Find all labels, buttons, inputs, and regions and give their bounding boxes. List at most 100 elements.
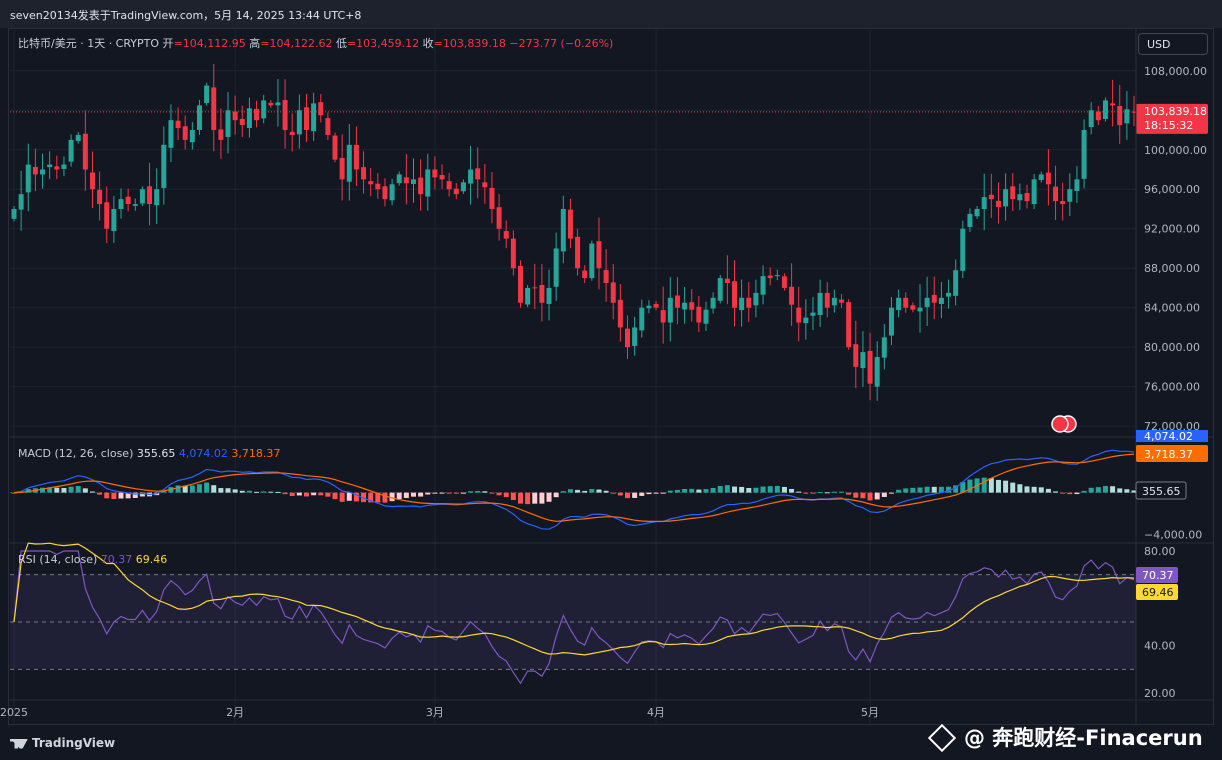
candle-body xyxy=(525,287,531,305)
candle-body xyxy=(781,276,787,288)
candle-body xyxy=(539,284,545,303)
macd-axis-label: −4,000.00 xyxy=(1144,529,1202,542)
macd-histogram-bar xyxy=(1017,484,1023,493)
symbol-name: 比特币/美元 · 1天 · CRYPTO xyxy=(18,37,160,50)
macd-histogram-bar xyxy=(710,487,716,493)
candle-body xyxy=(132,204,138,206)
macd-histogram-bar xyxy=(539,492,545,504)
macd-label: MACD (12, 26, close) xyxy=(18,447,134,460)
candle-body xyxy=(261,100,267,119)
candle-body xyxy=(1102,100,1108,119)
rsi-label: RSI (14, close) xyxy=(18,553,98,566)
candle-body xyxy=(660,310,666,323)
candle-body xyxy=(289,131,295,135)
macd-histogram-bar xyxy=(189,485,195,493)
macd-histogram-bar xyxy=(1131,490,1137,493)
macd-histogram-bar xyxy=(717,485,723,493)
chart-panel[interactable] xyxy=(8,28,1214,725)
macd-histogram-bar xyxy=(781,486,787,493)
macd-histogram-bar xyxy=(831,491,837,493)
macd-histogram-bar xyxy=(1110,486,1116,493)
candle-body xyxy=(532,287,538,289)
macd-histogram-bar xyxy=(967,479,973,493)
candle-body xyxy=(796,307,802,323)
candle-body xyxy=(1017,194,1023,201)
candle-body xyxy=(125,196,131,205)
candle-body xyxy=(432,169,438,178)
candle-body xyxy=(953,270,959,296)
macd-histogram-bar xyxy=(746,487,752,493)
macd-histogram-bar xyxy=(375,492,381,503)
macd-histogram-bar xyxy=(296,492,302,496)
candle-body xyxy=(1031,179,1037,205)
macd-histogram-bar xyxy=(639,492,645,496)
candle-body xyxy=(817,292,823,315)
candle-body xyxy=(995,200,1001,208)
macd-histogram-bar xyxy=(225,488,231,493)
macd-histogram-bar xyxy=(118,492,124,499)
tradingview-logo[interactable]: TradingView xyxy=(10,736,115,750)
candle-body xyxy=(311,103,317,132)
macd-histogram-bar xyxy=(946,486,952,493)
hist-tag-text: 355.65 xyxy=(1142,485,1181,498)
event-flag-icon xyxy=(1051,415,1069,433)
candle-body xyxy=(1074,179,1080,192)
time-axis-label: 3月 xyxy=(426,706,444,719)
macd-tag-bg xyxy=(1136,430,1208,442)
candle-body xyxy=(325,118,331,135)
time-axis-label: 2月 xyxy=(226,706,244,719)
macd-histogram-bar xyxy=(732,486,738,493)
candle-body xyxy=(639,307,645,331)
macd-histogram-bar xyxy=(503,492,509,498)
macd-histogram-bar xyxy=(61,487,67,493)
macd-histogram-bar xyxy=(853,492,859,498)
macd-histogram-bar xyxy=(1081,490,1087,493)
candle-body xyxy=(425,169,431,197)
macd-histogram-bar xyxy=(667,490,673,493)
rsi-legend: RSI (14, close) 70.37 69.46 xyxy=(18,553,167,566)
macd-histogram-bar xyxy=(510,492,516,500)
macd-histogram-bar xyxy=(54,487,60,493)
macd-histogram-bar xyxy=(1124,489,1130,493)
candle-body xyxy=(410,179,416,184)
rsi-line xyxy=(13,550,1135,685)
candle-body xyxy=(11,208,17,219)
candle-body xyxy=(204,85,210,103)
candle-body xyxy=(903,297,909,308)
macd-histogram-bar xyxy=(774,485,780,493)
candle-body xyxy=(346,144,352,182)
candle-body xyxy=(546,287,552,304)
candle-body xyxy=(211,87,217,131)
candle-body xyxy=(1095,111,1101,121)
price-tag-bg xyxy=(1136,103,1208,134)
macd-histogram-bar xyxy=(11,492,17,494)
candle-body xyxy=(40,169,46,175)
candle-body xyxy=(582,270,588,279)
currency-button[interactable]: USD xyxy=(1138,33,1208,55)
candle-body xyxy=(1124,109,1130,124)
macd-histogram-bar xyxy=(396,492,402,500)
macd-histogram-bar xyxy=(89,491,95,493)
close-value: =103,839.18 xyxy=(433,37,506,50)
macd-histogram-bar xyxy=(689,488,695,493)
macd-histogram-bar xyxy=(546,492,552,502)
time-axis-label: 5月 xyxy=(861,706,879,719)
candle-body xyxy=(225,110,231,137)
symbol-legend: 比特币/美元 · 1天 · CRYPTO 开=104,112.95 高=104,… xyxy=(18,35,613,51)
candle-body xyxy=(696,306,702,323)
macd-histogram-bar xyxy=(924,486,930,493)
macd-histogram-bar xyxy=(1038,487,1044,493)
candle-body xyxy=(439,175,445,180)
candle-body xyxy=(567,209,573,239)
macd-histogram-bar xyxy=(139,492,145,497)
candle-body xyxy=(760,276,766,295)
candle-body xyxy=(1060,201,1066,205)
candle-body xyxy=(25,164,31,193)
macd-histogram-bar xyxy=(518,492,523,504)
candle-body xyxy=(161,144,167,189)
macd-histogram-bar xyxy=(682,488,688,493)
price-axis-label: 80,000.00 xyxy=(1144,341,1200,354)
price-countdown-text: 18:15:32 xyxy=(1144,119,1193,132)
candle-body xyxy=(111,208,117,232)
